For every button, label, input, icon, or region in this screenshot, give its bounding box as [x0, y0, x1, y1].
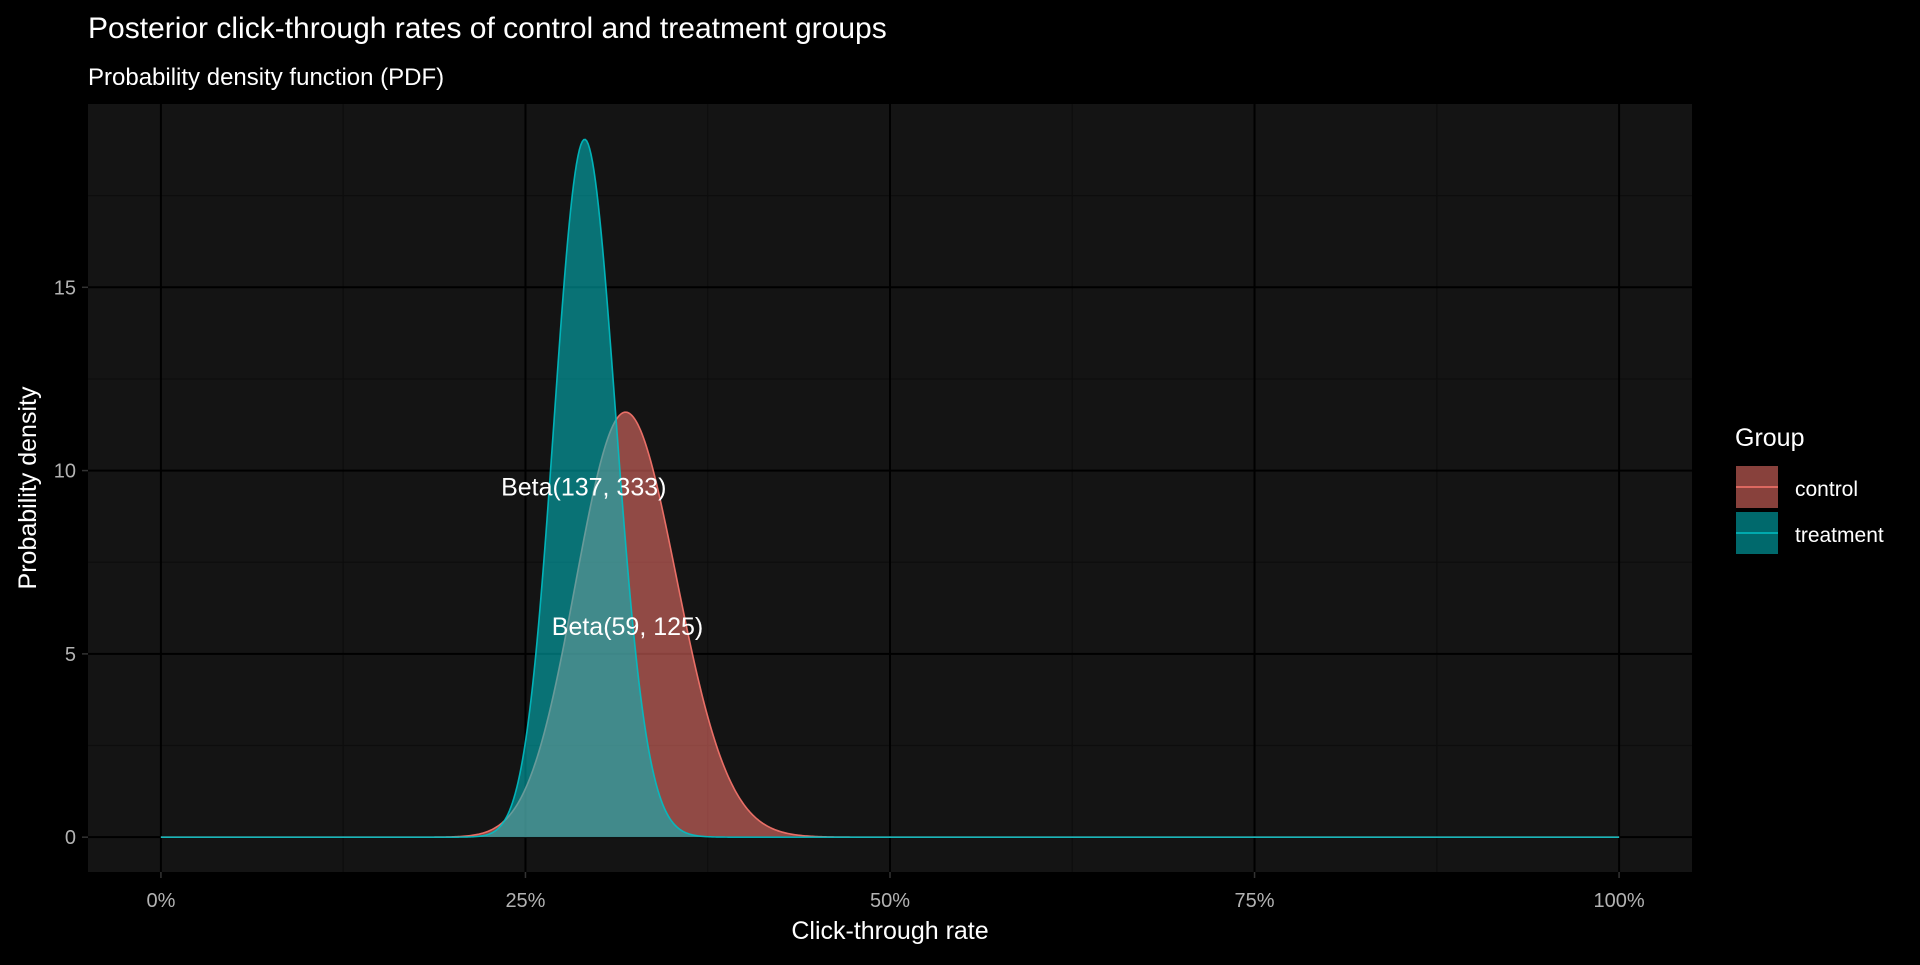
legend: Group control treatment: [1735, 424, 1884, 554]
x-axis-label: Click-through rate: [791, 917, 988, 945]
y-axis-label: Probability density: [14, 386, 42, 589]
annotation-label-control: Beta(59, 125): [552, 613, 704, 641]
y-tick-label: 10: [54, 461, 76, 483]
y-axis: 0 5 10 15: [54, 277, 88, 849]
legend-label-treatment: treatment: [1795, 524, 1884, 547]
chart-title: Posterior click-through rates of control…: [88, 12, 887, 45]
x-tick-label: 100%: [1594, 890, 1645, 912]
annotation-label-treatment: Beta(137, 333): [501, 474, 666, 502]
y-tick-label: 15: [54, 277, 76, 299]
x-tick-label: 50%: [870, 890, 910, 912]
y-tick-label: 0: [65, 827, 76, 849]
legend-item-control: control: [1736, 466, 1858, 508]
x-tick-label: 25%: [505, 890, 545, 912]
legend-title: Group: [1735, 424, 1804, 452]
label-layer: Beta(59, 125) Beta(137, 333): [501, 474, 703, 641]
x-tick-label: 0%: [146, 890, 175, 912]
x-axis: 0% 25% 50% 75% 100%: [146, 872, 1645, 912]
legend-label-control: control: [1795, 478, 1858, 501]
grid-major: [88, 104, 1692, 872]
x-tick-label: 75%: [1235, 890, 1275, 912]
series-layer: [160, 138, 1620, 838]
chart-subtitle: Probability density function (PDF): [88, 64, 444, 91]
legend-item-treatment: treatment: [1736, 512, 1884, 554]
density-line-treatment: [160, 138, 1620, 838]
y-tick-label: 5: [65, 644, 76, 666]
